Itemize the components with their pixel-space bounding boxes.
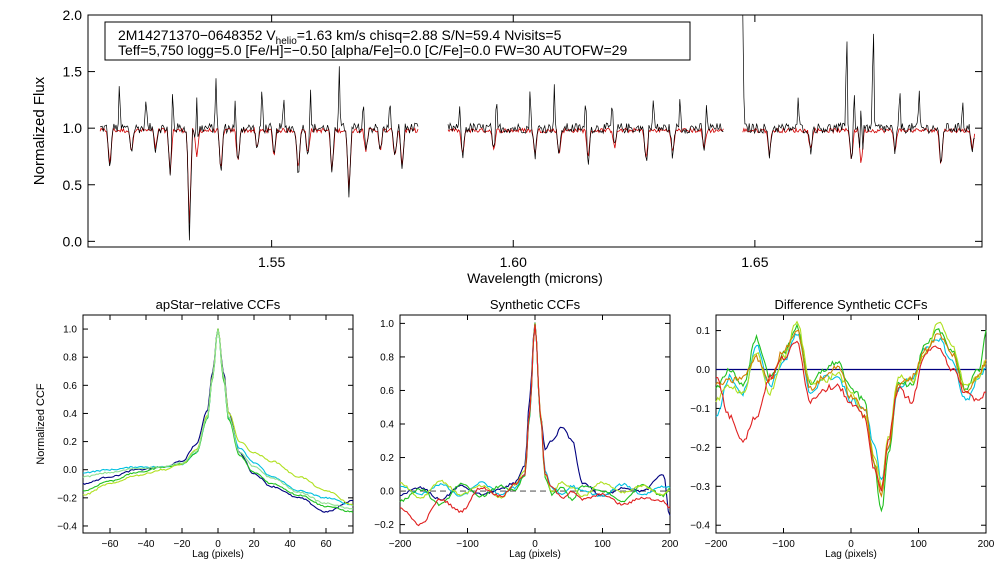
ccf-series-line-visit-1 [399, 322, 671, 516]
apstar-ccf-y-label: Normalized CCF [35, 383, 47, 465]
synthetic-ccf-axes: −200 −100 0 100 200 −0.2 0.0 0.2 0.4 0.6 0.8 1.0 [374, 315, 679, 550]
model-spectrum-line [99, 126, 419, 224]
x-tick-label: −200 [705, 539, 728, 550]
y-tick-label: −0.1 [690, 404, 710, 415]
x-tick-label: 1.65 [741, 254, 768, 270]
ccf-series-line-visit-4 [715, 329, 987, 498]
spectrum-y-label: Normalized Flux [31, 76, 48, 185]
annotation-line-1: 2M14271370−0648352 Vhelio=1.63 km/s chis… [118, 27, 562, 47]
x-tick-label: 0 [532, 539, 538, 550]
x-tick-label: 100 [910, 539, 927, 550]
y-tick-label: 0.0 [696, 365, 710, 376]
y-tick-label: 0.4 [63, 409, 77, 420]
apstar-ccf-series [82, 328, 354, 513]
y-tick-label: 0.4 [380, 420, 394, 431]
difference-ccf-axes: −200 −100 0 100 200 −0.4 −0.3 −0.2 −0.1 0.0 0.1 [690, 315, 995, 550]
y-tick-label: 1.0 [63, 120, 83, 136]
x-tick-label: −100 [772, 539, 795, 550]
x-tick-label: 0 [848, 539, 854, 550]
annotation-frame [104, 21, 691, 61]
observed-spectrum-line [100, 66, 419, 241]
y-tick-label: −0.2 [374, 520, 394, 531]
x-tick-label: −200 [389, 539, 412, 550]
x-tick-label: 0 [215, 539, 221, 550]
ccf-series-line-visit-2 [715, 323, 987, 513]
y-tick-label: 0.8 [380, 352, 394, 363]
ccf-series-line-visit-4 [399, 323, 671, 499]
y-tick-label: 0.1 [696, 326, 710, 337]
y-tick-label: −0.4 [57, 521, 77, 532]
x-tick-label: −100 [456, 539, 479, 550]
y-tick-label: 0.6 [380, 386, 394, 397]
ccf-series-line-visit-5 [399, 324, 671, 527]
apstar-ccf-panel: −60 −40 −20 0 20 40 60 −0.4 −0.2 0.0 0.2 0.4 0.6 0.8 1… [35, 297, 354, 560]
y-tick-label: −0.3 [690, 482, 710, 493]
synthetic-ccf-panel: −200 −100 0 100 200 −0.2 0.0 0.2 0.4 0.6 0.8 1.0 Sy… [374, 297, 679, 560]
observed-spectrum-line [447, 84, 724, 165]
x-tick-label: 40 [284, 539, 296, 550]
difference-ccf-title: Difference Synthetic CCFs [775, 297, 928, 312]
ccf-series-line-visit-3 [399, 322, 671, 507]
x-tick-label: 200 [978, 539, 995, 550]
x-tick-label: −40 [138, 539, 155, 550]
x-tick-label: 1.55 [258, 254, 285, 270]
ccf-series-line-visit-5 [715, 340, 986, 492]
spectrum-axes: 1.55 1.60 1.65 0.0 0.5 1.0 1.5 2.0 [63, 7, 982, 270]
ccf-series-line-visit-2 [399, 323, 671, 498]
y-tick-label: 1.0 [380, 319, 394, 330]
y-tick-label: 0.5 [63, 177, 83, 193]
x-tick-label: 60 [320, 539, 332, 550]
ccf-series-line-visit-3 [715, 320, 987, 489]
y-tick-label: 0.2 [63, 437, 77, 448]
difference-ccf-x-label: Lag (pixels) [825, 549, 877, 560]
y-tick-label: 0.2 [380, 453, 394, 464]
apstar-ccf-x-label: Lag (pixels) [192, 549, 244, 560]
difference-ccf-frame [715, 314, 987, 534]
observed-spectrum-line [742, 14, 975, 163]
x-tick-label: −20 [174, 539, 191, 550]
y-tick-label: 0.0 [63, 465, 77, 476]
apstar-ccf-frame [82, 314, 354, 534]
y-tick-label: 0.8 [63, 353, 77, 364]
x-tick-label: 1.60 [500, 254, 527, 270]
synthetic-ccf-title: Synthetic CCFs [490, 297, 581, 312]
apstar-ccf-title: apStar−relative CCFs [156, 297, 281, 312]
spectrum-panel: 1.55 1.60 1.65 0.0 0.5 1.0 1.5 2.0 2M14271370−0… [31, 7, 983, 286]
y-tick-label: 1.5 [63, 64, 83, 80]
x-tick-label: 20 [248, 539, 260, 550]
y-tick-label: 0.0 [63, 233, 83, 249]
model-spectrum-line [447, 126, 724, 158]
annotation-line-2: Teff=5,750 logg=5.0 [Fe/H]=−0.50 [alpha/… [118, 42, 627, 58]
y-tick-label: 2.0 [63, 7, 83, 23]
spectrum-series [99, 14, 975, 241]
ccf-series-line-visit-2 [83, 328, 354, 507]
y-tick-label: 0.6 [63, 381, 77, 392]
spectrum-x-label: Wavelength (microns) [467, 270, 603, 286]
x-tick-label: 100 [594, 539, 611, 550]
synthetic-ccf-series [399, 322, 671, 527]
ccf-series-line-visit-1 [82, 328, 354, 513]
difference-ccf-series [715, 320, 987, 513]
y-tick-label: 1.0 [63, 325, 77, 336]
ccf-series-line-visit-5 [82, 329, 354, 510]
y-tick-label: −0.2 [57, 493, 77, 504]
x-tick-label: 200 [662, 539, 679, 550]
x-tick-label: −60 [102, 539, 119, 550]
y-tick-label: −0.2 [690, 443, 710, 454]
ccf-series-line-visit-3 [82, 328, 354, 513]
y-tick-label: 0.0 [380, 487, 394, 498]
spectrum-plot-frame [87, 14, 983, 248]
spectrum-annotation-box: 2M14271370−0648352 Vhelio=1.63 km/s chis… [104, 21, 691, 61]
ccf-series-line-visit-4 [82, 328, 354, 506]
difference-ccf-panel: −200 −100 0 100 200 −0.4 −0.3 −0.2 −0.1 0.0 0.1 Di… [690, 297, 995, 560]
apstar-ccf-axes: −60 −40 −20 0 20 40 60 −0.4 −0.2 0.0 0.2 0.4 0.6 0.8 1… [57, 315, 353, 550]
y-tick-label: −0.4 [690, 521, 710, 532]
synthetic-ccf-x-label: Lag (pixels) [509, 549, 561, 560]
